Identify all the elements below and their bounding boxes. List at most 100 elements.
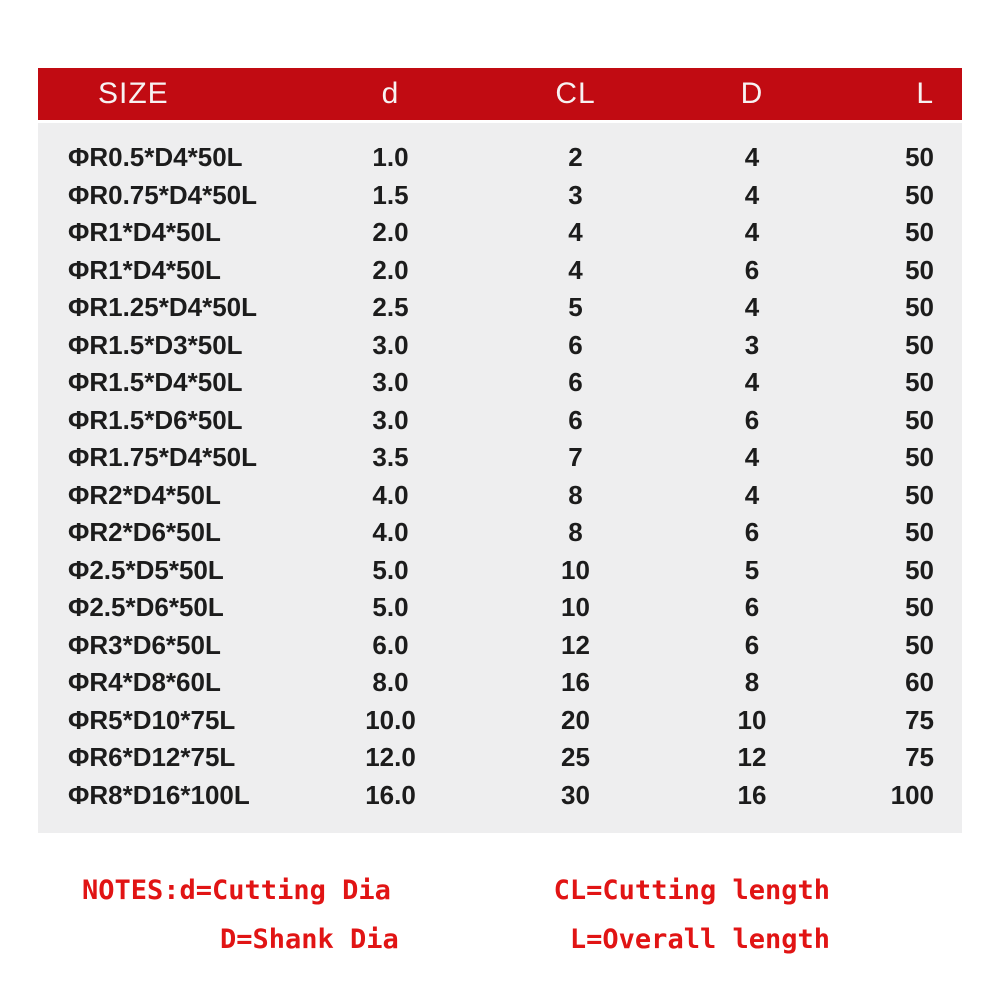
table-row: ΦR2*D6*50L 4.0 8 6 50 — [38, 514, 962, 552]
table-row: ΦR0.75*D4*50L 1.5 3 4 50 — [38, 177, 962, 215]
d-cell: 10.0 — [365, 704, 416, 735]
cl-cell: 10 — [561, 554, 590, 585]
d-cell: 1.5 — [372, 179, 409, 210]
table-row: ΦR1.5*D4*50L 3.0 6 4 50 — [38, 364, 962, 402]
size-cell: ΦR5*D10*75L — [68, 704, 236, 735]
d-cell: 3.5 — [372, 442, 409, 473]
size-cell: ΦR1.5*D3*50L — [68, 329, 243, 360]
d-cell: 2.0 — [372, 254, 409, 285]
l-cell: 50 — [905, 367, 934, 398]
l-cell: 50 — [905, 592, 934, 623]
column-header-size: SIZE — [98, 77, 169, 110]
d-cell: 4.0 — [372, 517, 409, 548]
spec-table: SIZE d CL D L ΦR0.5*D4*50L 1.0 2 4 50 ΦR0.75*… — [38, 68, 962, 833]
l-cell: 50 — [905, 179, 934, 210]
shank-d-cell: 16 — [737, 779, 767, 810]
d-cell: 5.0 — [372, 592, 409, 623]
l-cell: 100 — [890, 779, 934, 810]
notes-line-1: NOTES:d=Cutting Dia CL=Cutting length — [0, 866, 1000, 915]
l-cell: 50 — [905, 329, 934, 360]
l-cell: 75 — [905, 742, 934, 773]
d-cell: 2.0 — [372, 217, 409, 248]
column-header-l: L — [916, 77, 934, 110]
size-cell: ΦR1.5*D4*50L — [68, 367, 243, 398]
shank-d-cell: 4 — [744, 442, 760, 473]
note-cutting-length: CL=Cutting length — [553, 875, 830, 906]
d-cell: 4.0 — [372, 479, 409, 510]
size-cell: ΦR2*D6*50L — [68, 517, 221, 548]
column-header-cl: CL — [555, 77, 596, 110]
shank-d-cell: 4 — [744, 367, 760, 398]
note-overall-length: L=Overall length — [569, 924, 830, 955]
column-header-d: d — [381, 77, 400, 110]
cl-cell: 30 — [561, 779, 590, 810]
table-row: ΦR8*D16*100L 16.0 30 16 100 — [38, 777, 962, 815]
l-cell: 75 — [905, 704, 934, 735]
d-cell: 12.0 — [365, 742, 416, 773]
shank-d-cell: 10 — [737, 704, 767, 735]
table-row: ΦR1.25*D4*50L 2.5 5 4 50 — [38, 289, 962, 327]
cl-cell: 6 — [568, 367, 583, 398]
cl-cell: 10 — [561, 592, 590, 623]
size-cell: ΦR1.25*D4*50L — [68, 292, 257, 323]
shank-d-cell: 12 — [737, 742, 767, 773]
cl-cell: 2 — [568, 142, 583, 173]
d-cell: 3.0 — [372, 367, 409, 398]
note-shank-dia: D=Shank Dia — [220, 924, 399, 955]
cl-cell: 4 — [568, 217, 583, 248]
l-cell: 50 — [905, 479, 934, 510]
d-cell: 1.0 — [372, 142, 409, 173]
size-cell: ΦR3*D6*50L — [68, 629, 221, 660]
shank-d-cell: 5 — [744, 554, 760, 585]
shank-d-cell: 4 — [744, 479, 760, 510]
l-cell: 50 — [905, 217, 934, 248]
d-cell: 2.5 — [372, 292, 409, 323]
shank-d-cell: 4 — [744, 179, 760, 210]
l-cell: 50 — [905, 254, 934, 285]
d-cell: 5.0 — [372, 554, 409, 585]
size-cell: Φ2.5*D6*50L — [68, 592, 224, 623]
notes-line-2: D=Shank Dia L=Overall length — [0, 915, 1000, 964]
size-cell: ΦR0.5*D4*50L — [68, 142, 243, 173]
column-header-shank-d: D — [740, 77, 764, 110]
cl-cell: 6 — [568, 329, 583, 360]
l-cell: 50 — [905, 554, 934, 585]
size-cell: ΦR4*D8*60L — [68, 667, 221, 698]
table-row: ΦR4*D8*60L 8.0 16 8 60 — [38, 664, 962, 702]
size-cell: ΦR1.5*D6*50L — [68, 404, 243, 435]
table-row: ΦR5*D10*75L 10.0 20 10 75 — [38, 702, 962, 740]
l-cell: 50 — [905, 404, 934, 435]
l-cell: 50 — [905, 517, 934, 548]
table-row: ΦR1*D4*50L 2.0 4 4 50 — [38, 214, 962, 252]
shank-d-cell: 6 — [744, 517, 760, 548]
shank-d-cell: 6 — [744, 592, 760, 623]
size-cell: ΦR0.75*D4*50L — [68, 179, 257, 210]
size-cell: ΦR2*D4*50L — [68, 479, 221, 510]
table-row: ΦR0.5*D4*50L 1.0 2 4 50 — [38, 139, 962, 177]
cl-cell: 25 — [561, 742, 590, 773]
table-row: Φ2.5*D6*50L 5.0 10 6 50 — [38, 589, 962, 627]
size-cell: ΦR8*D16*100L — [68, 779, 250, 810]
size-cell: ΦR1*D4*50L — [68, 217, 221, 248]
table-row: ΦR2*D4*50L 4.0 8 4 50 — [38, 477, 962, 515]
d-cell: 16.0 — [365, 779, 416, 810]
table-body: ΦR0.5*D4*50L 1.0 2 4 50 ΦR0.75*D4*50L 1.5 3 4 50 Φ… — [38, 123, 962, 833]
cl-cell: 16 — [561, 667, 590, 698]
cl-cell: 7 — [568, 442, 583, 473]
d-cell: 3.0 — [372, 404, 409, 435]
shank-d-cell: 4 — [744, 217, 760, 248]
table-row: ΦR1*D4*50L 2.0 4 6 50 — [38, 252, 962, 290]
shank-d-cell: 4 — [744, 292, 760, 323]
l-cell: 50 — [905, 292, 934, 323]
shank-d-cell: 8 — [744, 667, 760, 698]
table-row: ΦR6*D12*75L 12.0 25 12 75 — [38, 739, 962, 777]
table-row: ΦR3*D6*50L 6.0 12 6 50 — [38, 627, 962, 665]
cl-cell: 20 — [561, 704, 590, 735]
d-cell: 3.0 — [372, 329, 409, 360]
table-row: ΦR1.75*D4*50L 3.5 7 4 50 — [38, 439, 962, 477]
table-row: Φ2.5*D5*50L 5.0 10 5 50 — [38, 552, 962, 590]
note-cutting-dia: NOTES:d=Cutting Dia — [82, 875, 391, 906]
table-row: ΦR1.5*D6*50L 3.0 6 6 50 — [38, 402, 962, 440]
cl-cell: 8 — [568, 517, 583, 548]
